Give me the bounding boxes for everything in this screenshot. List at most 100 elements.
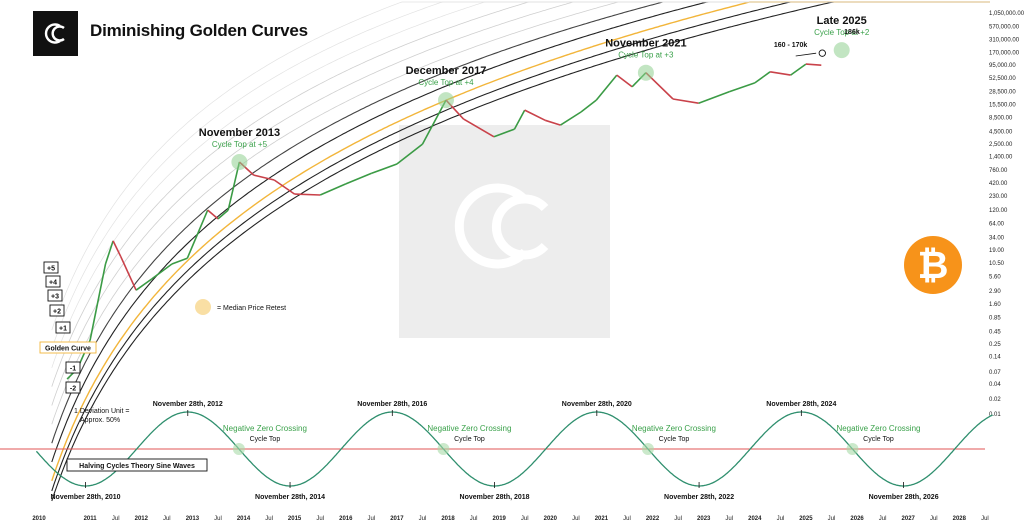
page-title: Diminishing Golden Curves: [90, 21, 308, 40]
band-label-box: [39, 341, 97, 354]
band-label: +3: [51, 294, 59, 301]
sine-label-box: [66, 458, 208, 472]
y-tick-label: 1.60: [989, 302, 1001, 308]
annotation-title: November 2013: [199, 127, 280, 139]
sine-peak-label: November 28th, 2020: [562, 401, 632, 408]
band-label: +5: [47, 266, 55, 273]
zero-crossing-label: Negative Zero Crossing: [223, 424, 307, 433]
x-tick-label: 2022: [646, 516, 660, 522]
annotation-subtitle: Cycle Top at +5: [212, 140, 268, 149]
median-retest-swatch: [195, 299, 211, 315]
annotation-subtitle: Cycle Top at +2: [814, 28, 870, 37]
price-segment: [253, 174, 275, 181]
cycle-top-marker: [833, 42, 850, 59]
x-tick-label: Jul: [521, 516, 529, 522]
price-segment: [396, 143, 423, 165]
cc-logo-icon: [33, 11, 78, 56]
sine-peak-label: November 28th, 2016: [357, 401, 427, 408]
price-segment: [560, 111, 582, 126]
price-segment: [790, 63, 807, 76]
zero-crossing-label: Negative Zero Crossing: [427, 424, 511, 433]
x-tick-label: 2027: [902, 516, 916, 522]
median-retest-legend: = Median Price Retest: [217, 305, 286, 312]
y-tick-label: 760.00: [989, 168, 1008, 174]
price-segment: [805, 63, 822, 66]
annotation-title: Late 2025: [817, 15, 867, 27]
price-segment: [104, 240, 114, 265]
price-segment: [294, 193, 321, 196]
band-label-box: [47, 289, 63, 302]
x-tick-label: 2014: [237, 516, 251, 522]
y-tick-label: 0.02: [989, 397, 1001, 403]
y-tick-label: 570,000.00: [989, 24, 1020, 30]
price-target-label: 186k: [844, 29, 860, 36]
x-tick-label: 2018: [441, 516, 455, 522]
sine-peak-label: November 28th, 2024: [766, 401, 836, 408]
x-tick-label: 2016: [339, 516, 353, 522]
y-tick-label: 0.04: [989, 382, 1001, 388]
cycle-top-marker: [637, 64, 654, 81]
x-tick-label: Jul: [623, 516, 631, 522]
bitcoin-icon: ₿: [904, 236, 962, 294]
zero-crossing-sub: Cycle Top: [659, 436, 690, 443]
annotation-title: December 2017: [406, 65, 487, 77]
x-tick-label: 2024: [748, 516, 762, 522]
price-segment: [319, 183, 347, 196]
x-tick-label: Jul: [419, 516, 427, 522]
price-segment: [151, 263, 173, 280]
band-label: -2: [70, 386, 76, 393]
zero-crossing-marker: [437, 443, 450, 455]
halving-sine-wave: [35, 411, 993, 487]
price-segment: [89, 263, 107, 341]
x-tick-label: 2012: [135, 516, 149, 522]
price-segment: [273, 179, 296, 195]
price-segment: [728, 82, 756, 93]
x-tick-label: Jul: [112, 516, 120, 522]
price-target-label: 160 - 170k: [774, 42, 808, 49]
zero-crossing-marker: [232, 443, 245, 455]
y-tick-label: 1,400.00: [989, 155, 1013, 161]
y-tick-label: 4,500.00: [989, 129, 1013, 135]
y-tick-label: 420.00: [989, 181, 1008, 187]
price-segment: [672, 98, 699, 104]
price-segment: [493, 128, 515, 138]
x-tick-label: Jul: [163, 516, 171, 522]
band-label-box: [65, 381, 81, 394]
x-tick-label: 2010: [32, 516, 46, 522]
band-label: +1: [59, 326, 67, 333]
x-tick-label: Jul: [265, 516, 273, 522]
annotation-subtitle: Cycle Top at +3: [618, 51, 674, 60]
band-label: +2: [53, 309, 61, 316]
band-label-box: [43, 261, 59, 274]
price-segment: [112, 240, 122, 258]
x-tick-label: Jul: [572, 516, 580, 522]
zero-crossing-marker: [641, 443, 654, 455]
x-tick-label: 2020: [544, 516, 558, 522]
y-tick-label: 19.00: [989, 248, 1005, 254]
x-tick-label: 2017: [390, 516, 404, 522]
x-tick-label: Jul: [674, 516, 682, 522]
x-tick-label: 2023: [697, 516, 711, 522]
y-tick-label: 8,500.00: [989, 116, 1013, 122]
price-segment: [186, 209, 209, 259]
price-segment: [120, 256, 137, 291]
price-segment: [227, 161, 241, 211]
price-segment: [345, 172, 372, 185]
x-tick-label: 2021: [595, 516, 609, 522]
y-tick-label: 0.25: [989, 342, 1001, 348]
zero-crossing-label: Negative Zero Crossing: [632, 424, 716, 433]
y-tick-label: 15,500.00: [989, 103, 1016, 109]
annotation-subtitle: Cycle Top at +4: [418, 78, 474, 87]
y-tick-label: 28,500.00: [989, 89, 1016, 95]
price-segment: [462, 118, 495, 138]
y-tick-label: 1,050,000.00: [989, 11, 1024, 17]
y-tick-label: 0.85: [989, 316, 1001, 322]
zero-crossing-label: Negative Zero Crossing: [836, 424, 920, 433]
x-tick-label: Jul: [777, 516, 785, 522]
y-tick-label: 120.00: [989, 208, 1008, 214]
x-tick-label: 2013: [186, 516, 200, 522]
zero-crossing-sub: Cycle Top: [863, 436, 894, 443]
y-tick-label: 0.14: [989, 355, 1001, 361]
zero-crossing-sub: Cycle Top: [454, 436, 485, 443]
